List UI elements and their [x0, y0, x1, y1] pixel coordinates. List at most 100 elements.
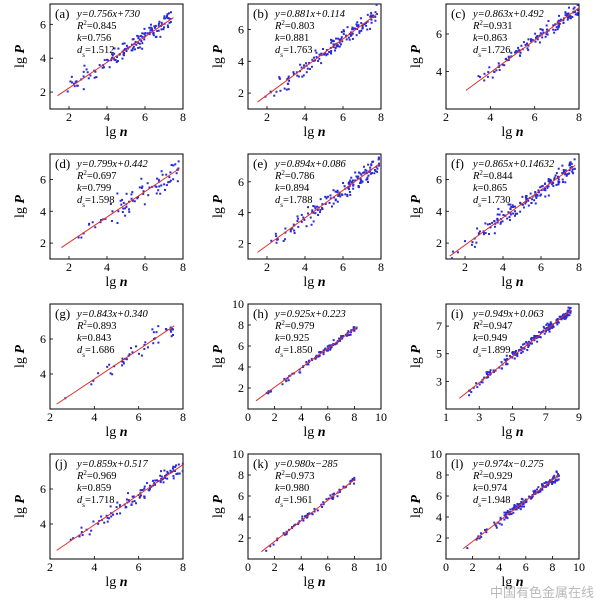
- x-tick-label: 6: [340, 260, 346, 274]
- data-point: [142, 192, 145, 195]
- data-point: [555, 319, 558, 322]
- data-point: [537, 189, 540, 192]
- data-point: [325, 49, 328, 52]
- data-point: [504, 514, 507, 517]
- data-point: [164, 474, 167, 477]
- regression-line: [465, 7, 580, 91]
- r-squared: R2=0.893: [76, 319, 116, 332]
- data-point: [338, 490, 341, 493]
- data-point: [507, 59, 510, 62]
- data-point: [567, 306, 570, 309]
- data-point: [130, 197, 133, 200]
- data-point: [518, 505, 521, 508]
- data-point: [66, 90, 69, 93]
- data-point: [346, 195, 349, 198]
- data-point: [327, 497, 330, 500]
- data-point: [127, 499, 130, 502]
- data-point: [90, 529, 93, 532]
- data-point: [296, 74, 299, 77]
- data-point: [168, 176, 171, 179]
- data-point: [172, 328, 175, 331]
- data-point: [121, 364, 124, 367]
- data-point: [152, 342, 155, 345]
- data-point: [548, 182, 551, 185]
- data-point: [163, 469, 166, 472]
- data-point: [477, 75, 480, 78]
- data-point: [488, 233, 491, 236]
- data-point: [475, 382, 478, 385]
- data-point: [169, 171, 172, 174]
- y-tick-label: 2: [238, 531, 244, 545]
- data-point: [501, 63, 504, 66]
- data-point: [136, 34, 139, 37]
- data-point: [177, 463, 180, 466]
- data-point: [358, 31, 361, 34]
- data-point: [80, 531, 83, 534]
- data-point: [516, 503, 519, 506]
- data-point: [549, 180, 552, 183]
- data-point: [567, 12, 570, 15]
- data-point: [361, 26, 364, 29]
- data-point: [310, 65, 313, 68]
- data-point: [366, 178, 369, 181]
- data-point: [322, 501, 325, 504]
- data-point: [573, 6, 576, 9]
- data-point: [137, 35, 140, 38]
- data-point: [305, 71, 308, 74]
- x-axis-label: lg n: [105, 125, 127, 140]
- data-point: [505, 362, 508, 365]
- data-point: [557, 167, 560, 170]
- data-point: [494, 369, 497, 372]
- data-point: [306, 67, 309, 70]
- data-point: [554, 480, 557, 483]
- data-point: [167, 26, 170, 29]
- data-point: [536, 340, 539, 343]
- data-point: [365, 21, 368, 24]
- data-point: [303, 515, 306, 518]
- data-point: [544, 485, 547, 488]
- data-point: [305, 516, 308, 519]
- data-point: [146, 182, 149, 185]
- data-point: [132, 45, 135, 48]
- panel-label: (g): [55, 306, 70, 321]
- data-point: [499, 516, 502, 519]
- y-tick-label: 2: [436, 236, 442, 250]
- data-point: [162, 481, 165, 484]
- data-point: [309, 216, 312, 219]
- r-squared: R2=0.979: [274, 319, 314, 332]
- data-point: [282, 532, 285, 535]
- data-point: [121, 57, 124, 60]
- data-point: [153, 482, 156, 485]
- data-point: [116, 56, 119, 59]
- data-point: [311, 513, 314, 516]
- data-point: [335, 342, 338, 345]
- regression-equation: y=0.756x+730: [76, 9, 141, 20]
- data-point: [529, 40, 532, 43]
- data-point: [172, 178, 175, 181]
- data-point: [551, 183, 554, 186]
- data-point: [83, 64, 86, 67]
- data-point: [538, 331, 541, 334]
- data-point: [93, 76, 96, 79]
- data-point: [315, 354, 318, 357]
- data-point: [98, 64, 101, 67]
- data-point: [272, 543, 275, 546]
- data-point: [547, 179, 550, 182]
- data-point: [576, 3, 579, 6]
- data-point: [131, 38, 134, 41]
- data-point: [480, 381, 483, 384]
- data-point: [307, 212, 310, 215]
- data-point: [351, 32, 354, 35]
- data-point: [141, 185, 144, 188]
- data-point: [159, 192, 162, 195]
- data-point: [148, 484, 151, 487]
- data-point: [329, 494, 332, 497]
- data-point: [337, 37, 340, 40]
- y-tick-label: 4: [40, 517, 46, 531]
- data-point: [138, 496, 141, 499]
- data-point: [500, 221, 503, 224]
- data-point: [106, 365, 109, 368]
- data-point: [514, 352, 517, 355]
- data-point: [149, 26, 152, 29]
- data-point: [303, 218, 306, 221]
